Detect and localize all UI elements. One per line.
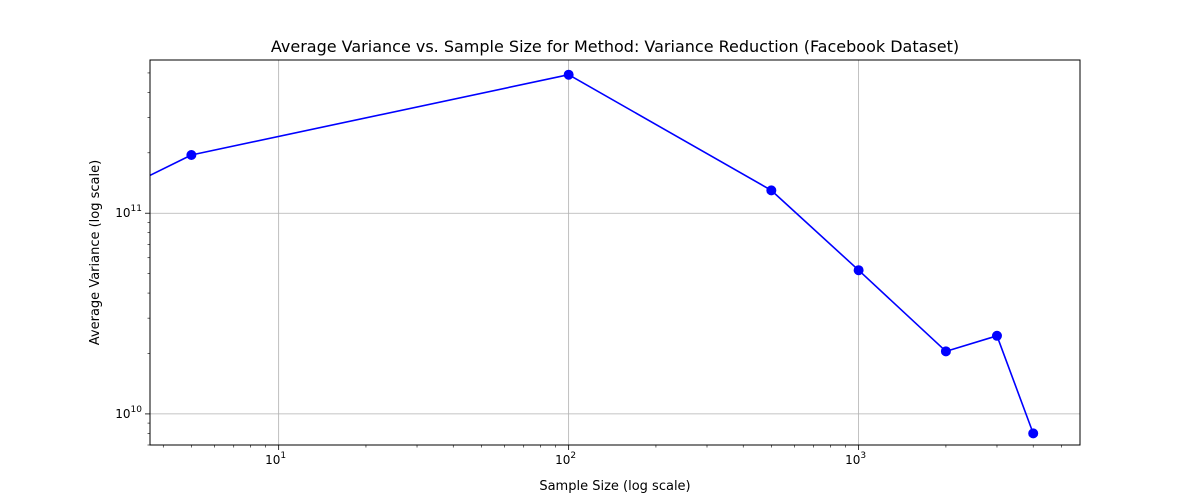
x-axis-label: Sample Size (log scale): [539, 479, 690, 494]
plot-frame: [149, 59, 1081, 446]
y-tick-label: 1010: [115, 405, 142, 421]
x-tick-label-base: 10: [555, 453, 570, 467]
data-point-marker: [766, 185, 777, 196]
x-tick-label-exponent: 3: [860, 451, 866, 461]
data-point-marker: [940, 346, 951, 357]
series-line: [150, 73, 1034, 434]
y-tick-label-exponent: 10: [131, 405, 143, 415]
tick-marks: [145, 72, 1062, 450]
y-tick-label: 1011: [115, 204, 142, 220]
chart-title: Average Variance vs. Sample Size for Met…: [271, 37, 959, 56]
grid: [150, 60, 1080, 445]
x-tick-label: 101: [265, 451, 286, 467]
data-point-marker: [563, 69, 574, 80]
x-tick-label-exponent: 2: [570, 451, 576, 461]
data-point-marker: [853, 265, 864, 276]
data-point-marker: [186, 150, 197, 161]
y-tick-label-base: 10: [115, 407, 130, 421]
data-point-marker: [991, 330, 1002, 341]
y-tick-label-base: 10: [115, 206, 130, 220]
y-tick-label-exponent: 11: [131, 204, 142, 214]
x-tick-label-base: 10: [845, 453, 860, 467]
x-tick-label-base: 10: [265, 453, 280, 467]
series-layer: [150, 69, 1039, 439]
data-point-marker: [1028, 428, 1039, 439]
x-tick-label: 103: [845, 451, 866, 467]
x-tick-label-exponent: 1: [280, 451, 286, 461]
y-axis-label: Average Variance (log scale): [88, 160, 103, 345]
x-tick-label: 102: [555, 451, 576, 467]
